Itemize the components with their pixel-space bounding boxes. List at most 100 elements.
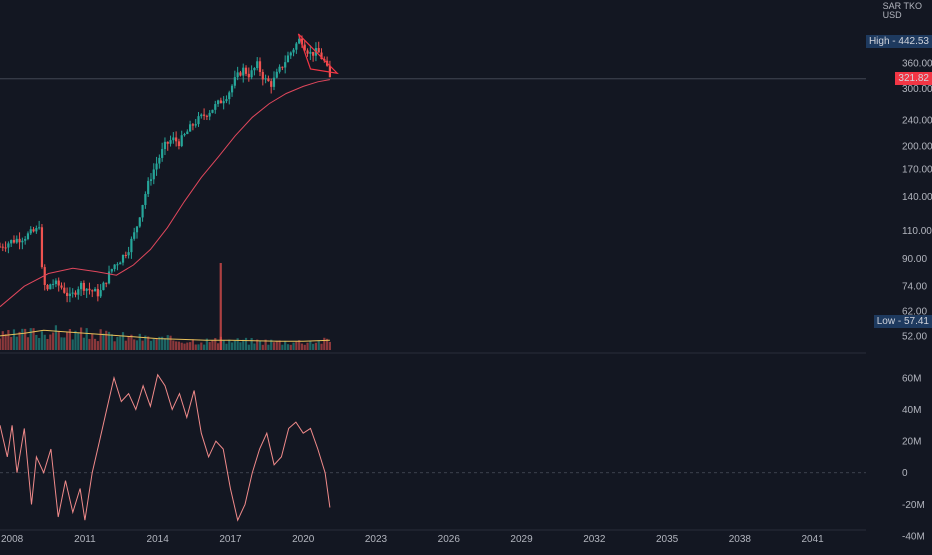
candle-body <box>284 62 287 68</box>
volume-bar <box>119 336 122 350</box>
volume-bar <box>211 340 214 350</box>
volume-bar <box>309 341 312 350</box>
candle-body <box>211 109 214 113</box>
volume-bar <box>323 337 326 350</box>
volume-bar <box>261 344 264 350</box>
candle-body <box>222 101 225 104</box>
candle-body <box>306 50 309 54</box>
price-axis-tick: 74.00 <box>902 282 927 293</box>
volume-bar <box>242 339 245 350</box>
volume-bar <box>256 339 259 350</box>
volume-bar <box>107 331 111 350</box>
candle-body <box>175 137 178 142</box>
price-axis-tick: 360.00 <box>902 59 932 70</box>
volume-bar <box>38 337 41 350</box>
time-axis-tick: 2011 <box>74 534 96 545</box>
candle-body <box>99 290 102 297</box>
volume-bar <box>222 340 225 350</box>
volume-bar <box>138 333 141 350</box>
volume-bar <box>191 339 195 350</box>
time-axis-tick: 2008 <box>1 534 24 545</box>
volume-bar <box>121 332 125 350</box>
candle-body <box>236 72 239 78</box>
volume-bar <box>189 342 192 350</box>
volume-bar <box>133 339 136 350</box>
volume-bar <box>197 344 200 350</box>
volume-bar <box>186 342 189 350</box>
volume-bar <box>135 340 139 350</box>
candle-body <box>149 179 153 181</box>
volume-bar <box>303 344 306 350</box>
volume-bar <box>295 341 298 350</box>
candle-body <box>267 78 270 82</box>
candle-body <box>250 70 253 78</box>
candle-body <box>239 72 242 76</box>
candle-body <box>124 254 127 256</box>
volume-bar <box>141 340 144 350</box>
triangle-pattern[interactable] <box>297 33 339 75</box>
price-axis-tick: 52.00 <box>902 332 927 343</box>
candle-body <box>303 44 306 51</box>
candle-body <box>158 157 161 164</box>
candle-body <box>253 68 256 71</box>
candle-body <box>320 52 323 60</box>
candle-body <box>147 180 150 195</box>
volume-bar <box>202 344 206 350</box>
candle-body <box>317 48 320 53</box>
volume-bar <box>194 344 197 350</box>
volume-bar <box>320 343 323 350</box>
oscillator-axis-tick: 20M <box>902 437 921 448</box>
price-axis-tick: 62.00 <box>902 307 927 318</box>
time-axis-tick: 2038 <box>729 534 752 545</box>
candle-body <box>152 169 155 180</box>
volume-bar <box>18 331 21 350</box>
candle-body <box>180 135 183 147</box>
volume-bar <box>79 327 83 350</box>
candle-body <box>300 38 304 45</box>
price-axis-tick: 170.00 <box>902 164 932 175</box>
volume-bar <box>85 328 88 350</box>
candle-body <box>85 288 88 291</box>
candle-body <box>68 293 71 296</box>
volume-bar <box>113 341 116 350</box>
volume-bar <box>15 336 18 350</box>
volume-bar <box>272 342 276 350</box>
volume-bar <box>105 330 108 350</box>
candle-body <box>24 239 27 241</box>
volume-bar <box>300 343 304 350</box>
volume-bar <box>175 341 178 350</box>
volume-bar <box>216 343 220 350</box>
candle-body <box>177 141 181 147</box>
candle-body <box>0 246 2 248</box>
volume-bar <box>88 338 91 350</box>
volume-bar <box>82 337 85 350</box>
price-axis-tick: 240.00 <box>902 116 932 127</box>
candle-body <box>228 92 231 100</box>
candle-body <box>135 226 139 233</box>
candle-body <box>233 77 236 86</box>
volume-bar <box>166 335 169 350</box>
candle-body <box>7 243 10 248</box>
candle-body <box>91 290 94 292</box>
volume-bar <box>71 339 74 350</box>
candle-body <box>63 287 66 293</box>
time-axis-tick: 2023 <box>365 534 388 545</box>
time-axis-tick: 2029 <box>510 534 533 545</box>
candle-body <box>38 227 41 229</box>
candle-body <box>155 163 158 170</box>
candle-body <box>133 232 136 239</box>
volume-bar <box>312 343 315 350</box>
candle-body <box>289 52 292 56</box>
candle-body <box>21 240 24 243</box>
candle-body <box>35 228 38 232</box>
volume-bar <box>0 338 2 350</box>
time-axis-tick: 2020 <box>292 534 315 545</box>
candle-body <box>169 140 172 144</box>
volume-bar <box>57 331 60 350</box>
time-axis-tick: 2041 <box>802 534 825 545</box>
volume-bar <box>54 325 58 350</box>
volume-bar <box>163 338 167 350</box>
volume-bar <box>236 338 239 350</box>
